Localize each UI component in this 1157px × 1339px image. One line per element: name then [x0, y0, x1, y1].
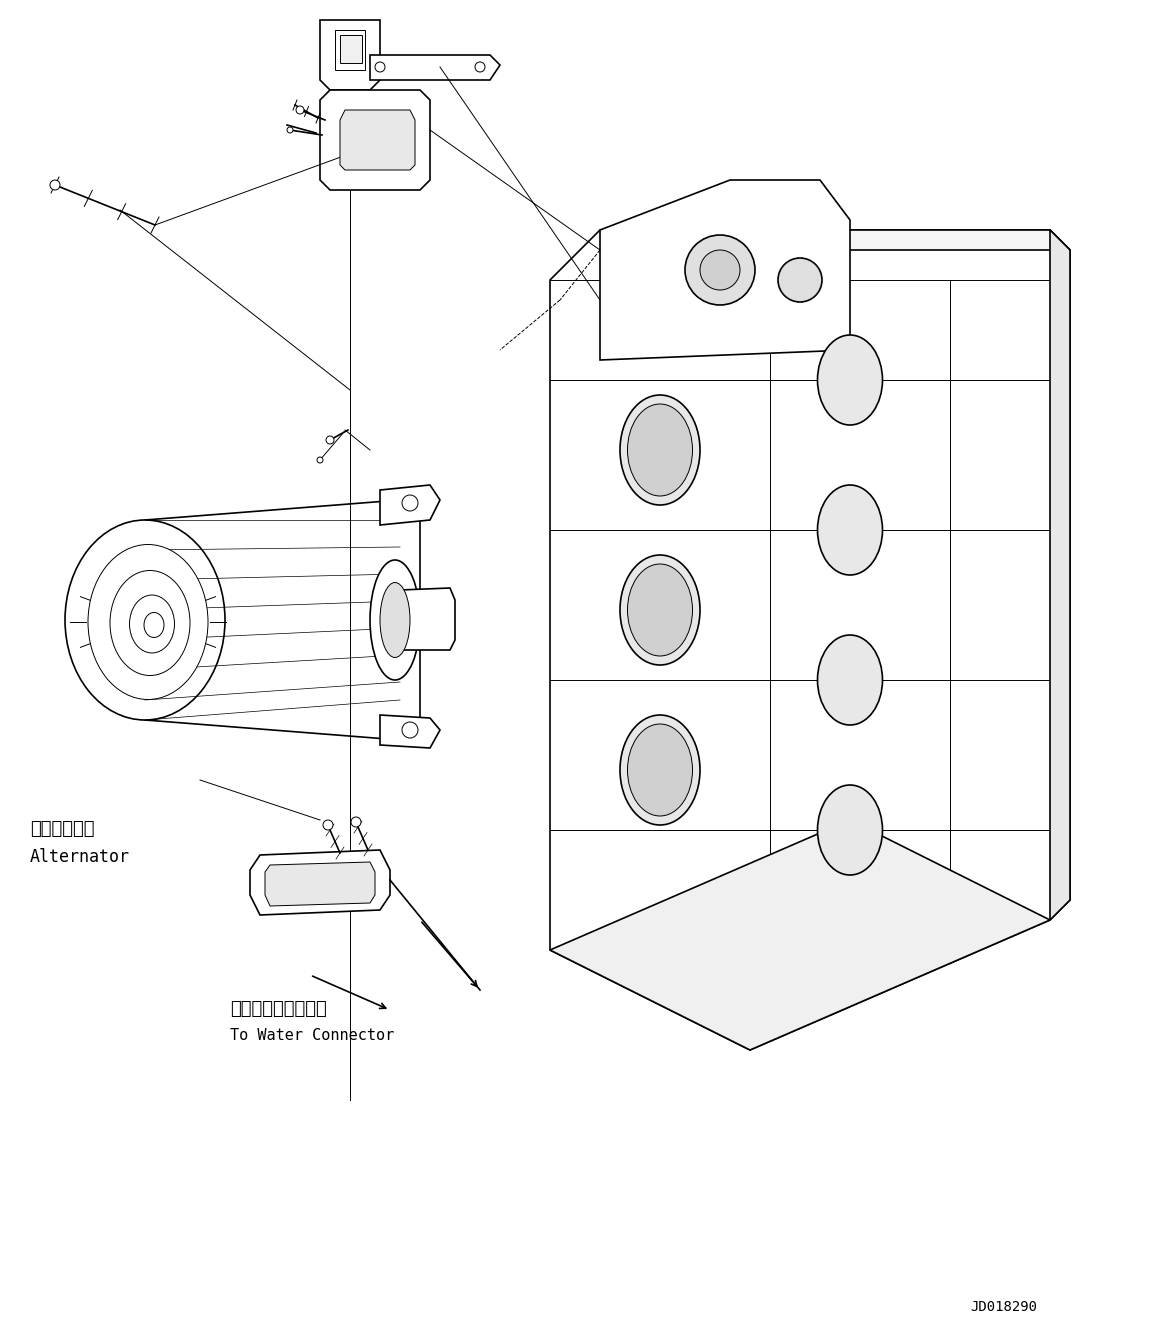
Text: オルタネータ: オルタネータ: [30, 819, 95, 838]
Ellipse shape: [143, 612, 164, 637]
Polygon shape: [336, 29, 364, 70]
Polygon shape: [145, 499, 420, 740]
Polygon shape: [370, 55, 500, 80]
Ellipse shape: [88, 545, 208, 699]
Circle shape: [317, 457, 323, 463]
Polygon shape: [320, 20, 379, 90]
Polygon shape: [320, 90, 430, 190]
Circle shape: [351, 817, 361, 828]
Circle shape: [287, 127, 293, 133]
Ellipse shape: [620, 554, 700, 665]
Circle shape: [50, 179, 60, 190]
Circle shape: [375, 62, 385, 72]
Polygon shape: [550, 230, 1070, 1050]
Text: JD018290: JD018290: [970, 1300, 1037, 1314]
Ellipse shape: [110, 570, 190, 675]
Polygon shape: [600, 230, 1070, 250]
Ellipse shape: [818, 635, 883, 724]
Circle shape: [296, 106, 304, 114]
Circle shape: [476, 62, 485, 72]
Circle shape: [778, 258, 821, 303]
Ellipse shape: [627, 404, 693, 495]
Ellipse shape: [370, 560, 420, 680]
Polygon shape: [1051, 230, 1070, 920]
Circle shape: [685, 236, 756, 305]
Ellipse shape: [818, 485, 883, 574]
Polygon shape: [379, 485, 440, 525]
Polygon shape: [265, 862, 375, 907]
Bar: [340, 35, 362, 63]
Ellipse shape: [818, 335, 883, 424]
Ellipse shape: [818, 785, 883, 874]
Text: To Water Connector: To Water Connector: [230, 1028, 395, 1043]
Polygon shape: [550, 819, 1051, 1050]
Ellipse shape: [627, 724, 693, 815]
Text: Alternator: Alternator: [30, 848, 130, 866]
Polygon shape: [379, 715, 440, 749]
Circle shape: [700, 250, 740, 291]
Ellipse shape: [620, 715, 700, 825]
Circle shape: [323, 819, 333, 830]
Polygon shape: [600, 179, 850, 360]
Circle shape: [401, 495, 418, 511]
Text: ウォータコネクタヘ: ウォータコネクタヘ: [230, 1000, 326, 1018]
Polygon shape: [400, 588, 455, 649]
Ellipse shape: [627, 564, 693, 656]
Ellipse shape: [620, 395, 700, 505]
Ellipse shape: [65, 520, 224, 720]
Circle shape: [326, 437, 334, 445]
Polygon shape: [250, 850, 390, 915]
Ellipse shape: [130, 595, 175, 653]
Ellipse shape: [379, 582, 410, 657]
Circle shape: [401, 722, 418, 738]
Polygon shape: [340, 110, 415, 170]
